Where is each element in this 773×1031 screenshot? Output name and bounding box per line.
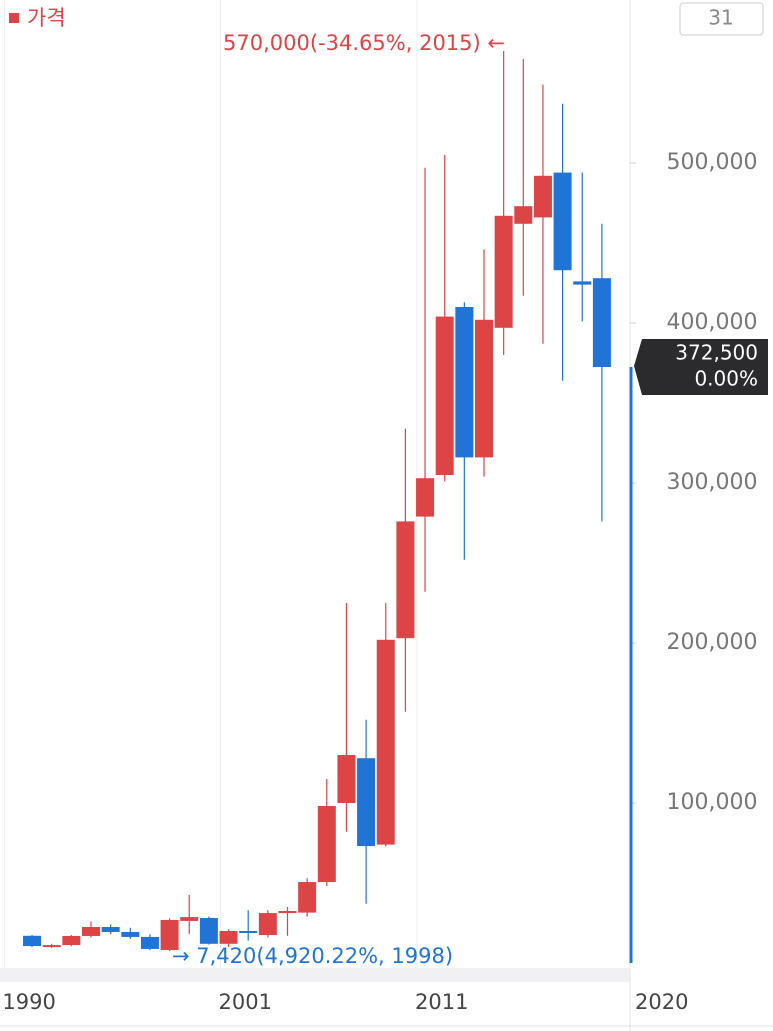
min-annotation: → 7,420(4,920.22%, 1998) bbox=[172, 944, 453, 968]
y-tick-label: 400,000 bbox=[667, 310, 758, 335]
candle-body bbox=[435, 316, 454, 475]
range-button-label[interactable]: 31 bbox=[708, 6, 733, 30]
candle-body bbox=[160, 919, 179, 951]
candle-body bbox=[474, 319, 493, 458]
candle-body bbox=[455, 307, 474, 458]
candle-body bbox=[337, 755, 356, 803]
candle-body bbox=[396, 521, 415, 639]
candle-body bbox=[180, 917, 199, 921]
candle-body bbox=[376, 639, 395, 845]
x-tick-label: 2020 bbox=[635, 990, 688, 1014]
candle-body bbox=[121, 931, 140, 937]
current-label: 372,500 bbox=[675, 341, 758, 365]
y-tick-label: 500,000 bbox=[667, 150, 758, 175]
legend-swatch bbox=[9, 13, 19, 23]
candle-body bbox=[81, 927, 100, 936]
range-button[interactable] bbox=[679, 2, 764, 36]
candle-body bbox=[101, 927, 120, 932]
current-badge bbox=[634, 339, 768, 395]
candle-body bbox=[199, 918, 218, 944]
candle-body bbox=[42, 945, 61, 948]
scrollbar bbox=[0, 968, 630, 982]
current-change: 0.00% bbox=[694, 367, 758, 391]
candle-body bbox=[553, 172, 572, 271]
candle-body bbox=[278, 911, 297, 914]
y-tick-label: 300,000 bbox=[667, 470, 758, 495]
y-tick-label: 100,000 bbox=[667, 790, 758, 815]
candle-body bbox=[494, 215, 513, 328]
candle-body bbox=[533, 175, 552, 218]
candle-body bbox=[219, 931, 238, 944]
candle-body bbox=[416, 478, 435, 517]
y-tick-label: 200,000 bbox=[667, 630, 758, 655]
candle-body bbox=[258, 913, 277, 935]
candle-body bbox=[357, 758, 376, 847]
candle-body bbox=[23, 935, 42, 947]
x-tick-label: 1990 bbox=[2, 990, 55, 1014]
candle-body bbox=[298, 882, 317, 913]
candle-body bbox=[514, 206, 533, 224]
candle-body bbox=[573, 281, 592, 285]
candle-body bbox=[317, 806, 336, 883]
x-tick-label: 2011 bbox=[415, 990, 468, 1014]
candle-body bbox=[239, 931, 258, 933]
candle-body bbox=[62, 935, 81, 946]
x-tick-label: 2001 bbox=[219, 990, 272, 1014]
max-annotation: 570,000(-34.65%, 2015) ← bbox=[223, 31, 505, 55]
candle-body bbox=[592, 278, 611, 367]
candle-body bbox=[140, 936, 159, 949]
legend-label: 가격 bbox=[27, 6, 66, 30]
